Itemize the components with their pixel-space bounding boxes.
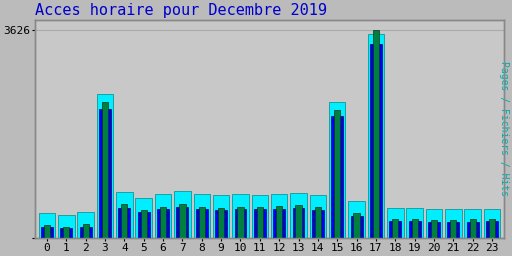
Bar <box>199 207 205 238</box>
Bar <box>412 219 418 238</box>
Bar <box>484 209 500 238</box>
Bar <box>470 219 476 238</box>
Bar <box>44 225 50 238</box>
Bar <box>489 219 495 238</box>
Bar <box>271 194 287 238</box>
Bar <box>118 208 130 238</box>
Bar <box>58 215 75 238</box>
Bar <box>251 195 268 238</box>
Bar <box>136 198 152 238</box>
Bar <box>387 208 403 238</box>
Bar <box>179 205 185 238</box>
Bar <box>215 210 227 238</box>
Bar <box>331 116 343 238</box>
Bar <box>353 212 360 238</box>
Bar <box>60 228 72 238</box>
Bar <box>486 221 498 238</box>
Bar <box>77 212 94 238</box>
Bar <box>295 205 302 238</box>
Bar <box>290 193 307 238</box>
Bar <box>196 209 208 238</box>
Bar <box>174 191 190 238</box>
Bar <box>138 212 150 238</box>
Bar <box>409 221 420 238</box>
Bar <box>82 224 89 238</box>
Bar <box>370 44 382 238</box>
Bar <box>141 210 147 238</box>
Bar <box>428 222 440 238</box>
Bar <box>334 110 340 238</box>
Bar <box>447 222 459 238</box>
Bar <box>450 220 457 238</box>
Bar <box>392 219 398 238</box>
Bar <box>194 195 210 238</box>
Bar <box>39 213 55 238</box>
Bar <box>373 30 379 238</box>
Bar <box>426 209 442 238</box>
Bar <box>273 209 285 238</box>
Bar <box>218 208 224 238</box>
Bar <box>213 195 229 238</box>
Bar <box>121 205 127 238</box>
Bar <box>312 210 324 238</box>
Bar <box>351 216 362 238</box>
Bar <box>116 193 133 238</box>
Bar <box>445 209 462 238</box>
Bar <box>232 195 249 238</box>
Bar <box>160 207 166 238</box>
Bar <box>389 221 401 238</box>
Y-axis label: Pages / Fichiers / Hits: Pages / Fichiers / Hits <box>499 61 509 197</box>
Bar <box>467 222 479 238</box>
Bar <box>368 34 384 238</box>
Bar <box>310 195 326 238</box>
Bar <box>464 209 481 238</box>
Bar <box>63 227 70 238</box>
Bar <box>238 207 244 238</box>
Bar <box>97 93 113 238</box>
Bar <box>41 227 53 238</box>
Bar <box>254 209 266 238</box>
Bar <box>177 207 188 238</box>
Bar <box>348 201 365 238</box>
Text: Acces horaire pour Decembre 2019: Acces horaire pour Decembre 2019 <box>35 3 327 18</box>
Bar <box>80 227 92 238</box>
Bar <box>155 195 172 238</box>
Bar <box>257 207 263 238</box>
Bar <box>292 208 305 238</box>
Bar <box>99 109 111 238</box>
Bar <box>102 102 108 238</box>
Bar <box>234 209 246 238</box>
Bar <box>329 102 346 238</box>
Bar <box>276 207 282 238</box>
Bar <box>157 209 169 238</box>
Bar <box>315 207 321 238</box>
Bar <box>407 208 423 238</box>
Bar <box>431 220 437 238</box>
